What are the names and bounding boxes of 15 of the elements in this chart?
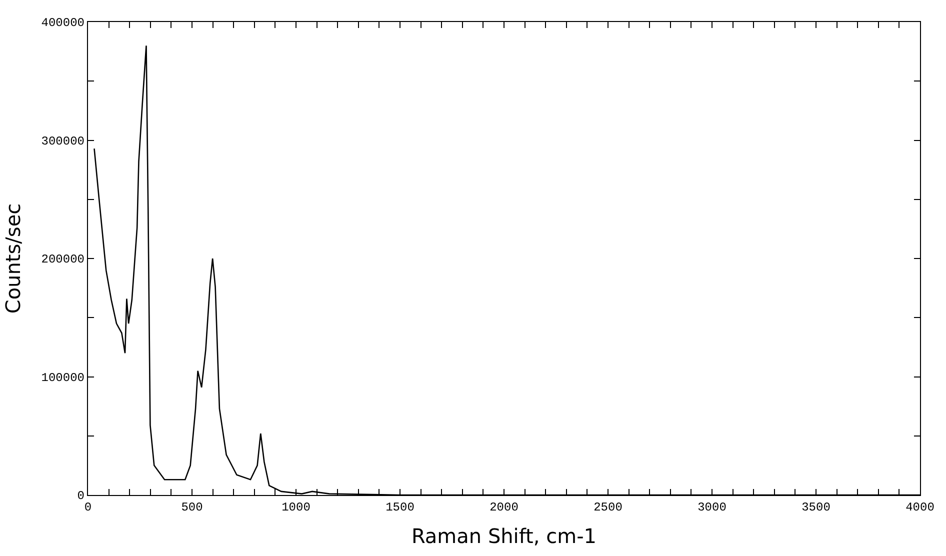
x-tick-label: 3000: [698, 500, 726, 514]
x-tick-label: 3500: [802, 500, 830, 514]
x-tick-label: 1500: [386, 500, 414, 514]
y-tick-label: 300000: [41, 134, 84, 148]
y-tick-label: 100000: [41, 370, 84, 385]
x-tick-label: 2500: [594, 500, 622, 514]
y-axis-title: Counts/sec: [0, 203, 25, 314]
x-axis-title: Raman Shift, cm-1: [411, 524, 597, 548]
x-tick-label: 1000: [282, 500, 310, 514]
y-tick-label: 0: [77, 489, 84, 504]
y-tick-label: 200000: [41, 252, 84, 267]
x-tick-label: 500: [181, 500, 203, 514]
x-tick-label: 2000: [490, 500, 518, 514]
x-tick-label: 4000: [906, 500, 934, 514]
y-tick-label: 400000: [41, 16, 84, 30]
